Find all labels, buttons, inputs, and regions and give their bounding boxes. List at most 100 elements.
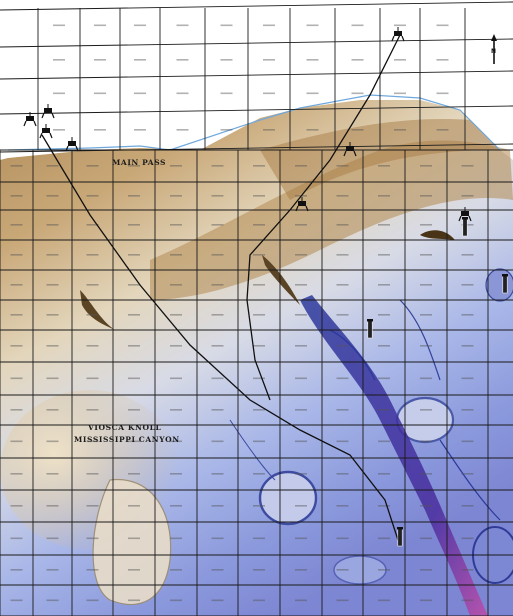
block-label-mark [46, 440, 59, 443]
platform-icon [23, 112, 37, 127]
block-label-mark [295, 254, 307, 256]
block-label-mark [10, 537, 23, 540]
block-label-mark [378, 165, 390, 167]
block-label-mark [128, 195, 140, 197]
block-label-mark [211, 314, 224, 316]
block-label-mark [420, 224, 432, 226]
block-label-mark [394, 92, 406, 95]
block-label-mark [336, 284, 349, 286]
block-label-mark [378, 284, 390, 286]
block-label-mark [170, 409, 182, 411]
block-label-mark [220, 59, 233, 61]
block-label-mark [436, 92, 449, 95]
grid-row-line [0, 1, 513, 11]
block-label-mark [53, 129, 65, 131]
grid-row-line [0, 143, 513, 153]
block-label-mark [94, 129, 106, 131]
block-label-mark [336, 409, 349, 411]
area-label-viosca-knoll: VIOSCA KNOLL [87, 423, 161, 432]
block-label-mark [306, 59, 319, 61]
block-label-mark [128, 165, 140, 167]
block-label-mark [46, 473, 59, 475]
block-label-mark [46, 537, 59, 540]
block-label-mark [253, 473, 265, 475]
block-label-mark [295, 599, 307, 602]
block-label-mark [46, 569, 59, 571]
block-label-mark [295, 537, 307, 540]
block-label-mark [378, 377, 390, 380]
platform-icon [458, 207, 472, 222]
block-label-mark [336, 254, 349, 256]
block-label-mark [378, 599, 390, 602]
block-label-mark [295, 473, 307, 475]
block-label-mark [94, 92, 106, 95]
block-label-mark [134, 92, 146, 95]
block-label-mark [86, 505, 99, 507]
block-label-mark [211, 569, 224, 571]
block-label-mark [170, 224, 182, 226]
block-label-mark [211, 254, 224, 256]
block-label-mark [46, 505, 59, 507]
seafloor-dome-2 [258, 470, 318, 526]
grid-row-line [0, 105, 513, 115]
block-label-mark [170, 254, 182, 256]
block-label-mark [253, 195, 265, 197]
lease-boundary [7, 94, 501, 151]
block-label-mark [295, 284, 307, 286]
platform-icon [65, 137, 79, 152]
block-label-mark [46, 345, 59, 347]
escarpment-2 [262, 255, 300, 305]
block-label-mark [351, 92, 364, 95]
block-label-mark [46, 195, 59, 197]
block-label-mark [211, 473, 224, 475]
block-label-mark [211, 195, 224, 197]
block-label-mark [295, 505, 307, 507]
block-label-mark [461, 569, 474, 571]
block-label-mark [461, 599, 474, 602]
block-label-mark [46, 254, 59, 256]
platform-icon [41, 104, 55, 119]
block-label-mark [420, 345, 432, 347]
block-label-mark [295, 224, 307, 226]
block-label-mark [378, 440, 390, 443]
block-label-mark [336, 314, 349, 316]
block-label-mark [211, 165, 224, 167]
upper-slope-band-2 [260, 119, 500, 200]
block-label-mark [436, 24, 449, 27]
block-label-mark [134, 129, 146, 131]
block-label-mark [86, 473, 99, 475]
block-label-mark [461, 165, 474, 167]
grid-row-line [0, 70, 513, 80]
canyon-tributary-2 [399, 299, 441, 381]
block-label-mark [86, 599, 99, 602]
block-label-mark [295, 569, 307, 571]
block-label-mark [86, 224, 99, 226]
block-label-mark [211, 537, 224, 540]
canyon-tributary-1 [329, 329, 376, 381]
block-label-mark [86, 195, 99, 197]
block-label-mark [253, 409, 265, 411]
block-label-mark [461, 409, 474, 411]
block-label-mark [170, 505, 182, 507]
block-label-mark [170, 440, 182, 443]
block-label-mark [420, 599, 432, 602]
block-label-mark [461, 505, 474, 507]
knoll-basin [92, 478, 172, 605]
block-label-mark [263, 129, 275, 131]
block-label-mark [86, 314, 99, 316]
block-label-mark [53, 59, 65, 61]
block-label-mark [10, 599, 23, 602]
block-label-mark [420, 569, 432, 571]
block-label-mark [211, 284, 224, 286]
block-label-mark [378, 409, 390, 411]
block-label-mark [170, 473, 182, 475]
block-label-mark [295, 165, 307, 167]
block-label-mark [10, 473, 23, 475]
block-label-mark [46, 409, 59, 411]
block-label-mark [461, 284, 474, 286]
block-label-mark [86, 537, 99, 540]
block-label-mark [128, 537, 140, 540]
block-label-mark [10, 254, 23, 256]
block-label-mark [295, 345, 307, 347]
block-label-mark [220, 24, 233, 27]
